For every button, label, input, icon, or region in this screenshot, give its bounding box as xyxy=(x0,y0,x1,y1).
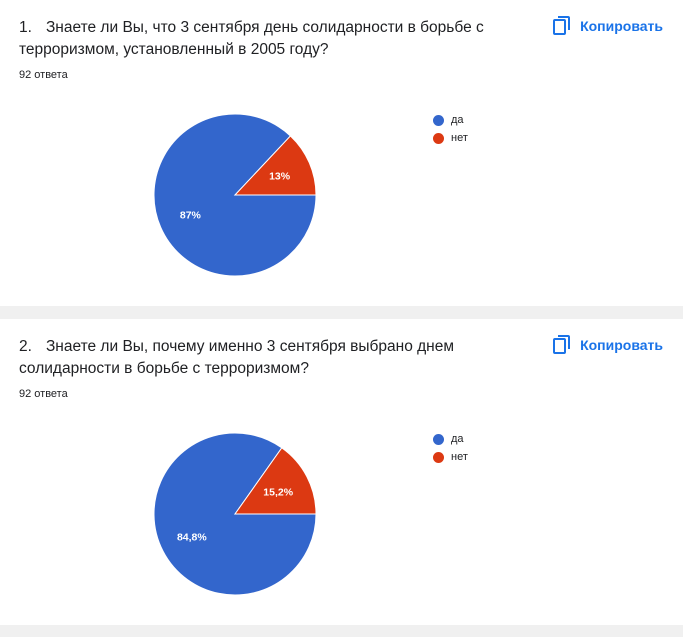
copy-button-label: Копировать xyxy=(580,18,663,34)
response-count: 92 ответа xyxy=(19,69,68,81)
pie-slice-no xyxy=(233,135,317,196)
chart-legend: да нет xyxy=(433,111,468,147)
legend-swatch-no xyxy=(433,451,444,463)
copy-button[interactable]: Копировать xyxy=(553,16,663,36)
pie-chart: 87% 13% xyxy=(153,113,317,277)
legend-swatch-no xyxy=(433,132,444,144)
legend-item-yes: да xyxy=(433,111,468,129)
question-title: 2. Знаете ли Вы, почему именно 3 сентября… xyxy=(19,338,455,377)
legend-swatch-yes xyxy=(433,433,444,445)
pie-label-yes: 84,8% xyxy=(177,531,207,543)
chart-legend: да нет xyxy=(433,430,468,466)
legend-item-no: нет xyxy=(433,129,468,147)
copy-button-label: Копировать xyxy=(580,337,663,353)
legend-item-no: нет xyxy=(433,448,468,466)
copy-icon xyxy=(553,335,571,354)
pie-label-no: 13% xyxy=(269,171,291,183)
pie-slice-no xyxy=(234,447,317,515)
pie-label-yes: 87% xyxy=(180,209,202,221)
question-card-1: 1. Знаете ли Вы, что 3 сентября день соли… xyxy=(0,0,683,306)
copy-icon xyxy=(553,16,571,35)
pie-label-no: 15,2% xyxy=(263,487,293,499)
pie-chart: 84,8% 15,2% xyxy=(153,432,317,596)
question-title: 1. Знаете ли Вы, что 3 сентября день соли… xyxy=(19,19,484,58)
legend-swatch-yes xyxy=(433,114,444,126)
response-count: 92 ответа xyxy=(19,388,68,400)
question-card-2: 2. Знаете ли Вы, почему именно 3 сентября… xyxy=(0,319,683,625)
legend-item-yes: да xyxy=(433,430,468,448)
copy-button[interactable]: Копировать xyxy=(553,335,663,355)
